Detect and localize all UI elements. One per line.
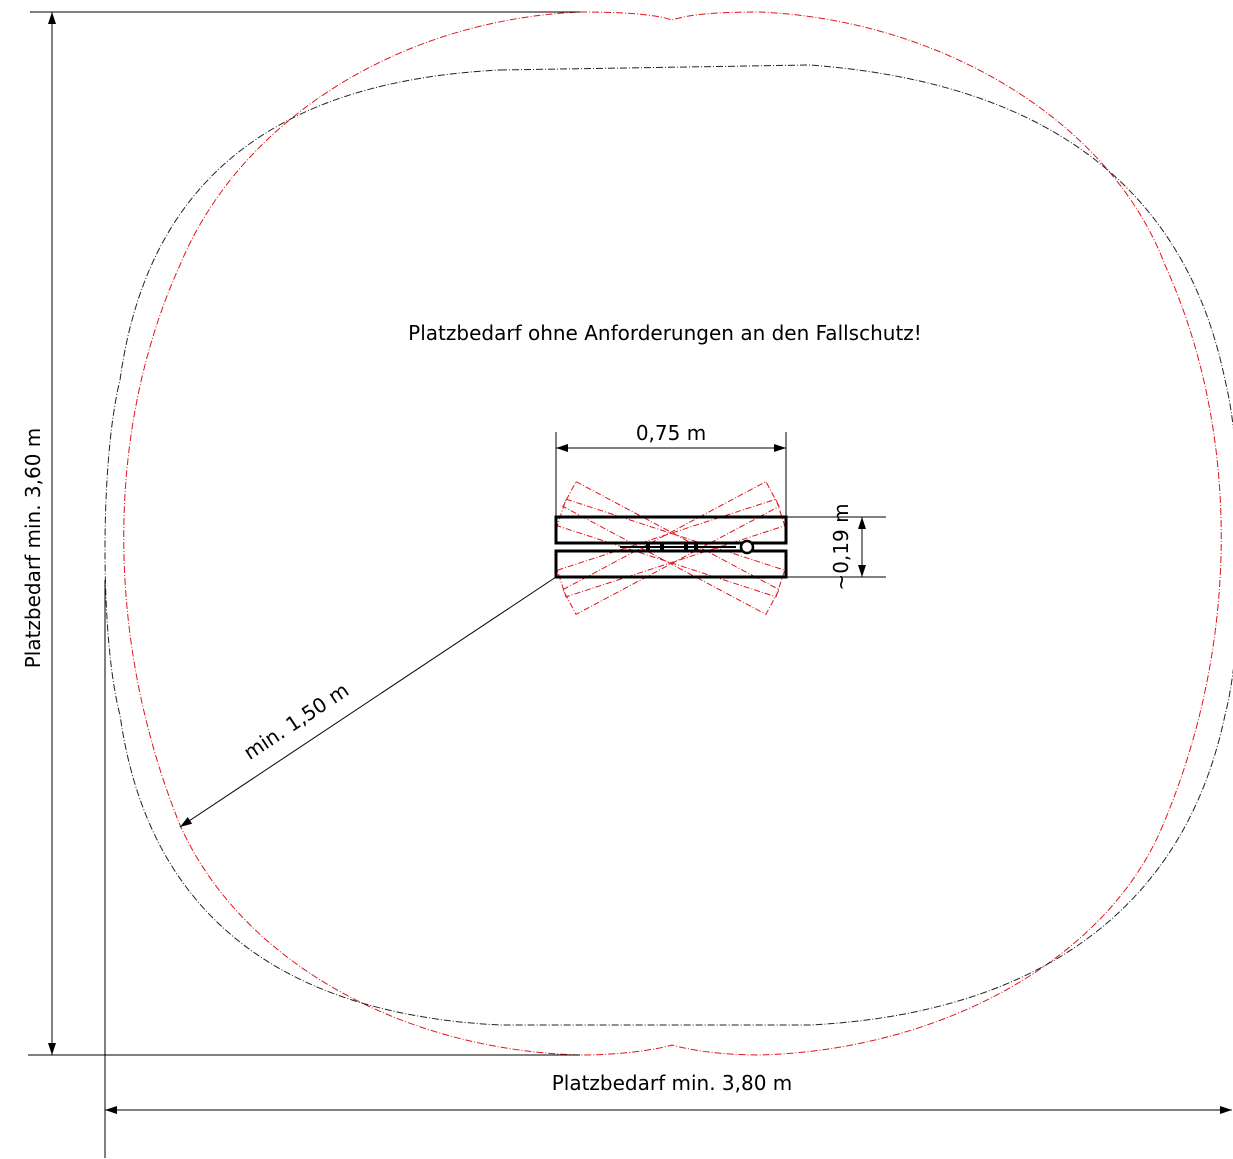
drawing-note: Platzbedarf ohne Anforderungen an den Fa… — [408, 321, 922, 345]
seesaw-board — [554, 515, 788, 579]
thickness-dimension: ~0,19 m — [786, 503, 886, 591]
pivot-icon — [739, 539, 755, 555]
clearance-outline-red — [123, 11, 1222, 1056]
radius-label: min. 1,50 m — [239, 678, 353, 765]
total-width-dimension: Platzbedarf min. 3,80 m — [104, 580, 1232, 1158]
height-dimension: Platzbedarf min. 3,60 m — [21, 11, 580, 1056]
height-label: Platzbedarf min. 3,60 m — [21, 428, 45, 669]
thickness-label: ~0,19 m — [829, 503, 853, 590]
radius-dimension: min. 1,50 m — [179, 576, 557, 828]
swing-positions — [556, 480, 786, 616]
width-label: 0,75 m — [636, 421, 706, 445]
width-dimension: 0,75 m — [555, 421, 787, 517]
total-width-label: Platzbedarf min. 3,80 m — [552, 1071, 793, 1095]
clearance-outline-black — [104, 64, 1233, 1026]
